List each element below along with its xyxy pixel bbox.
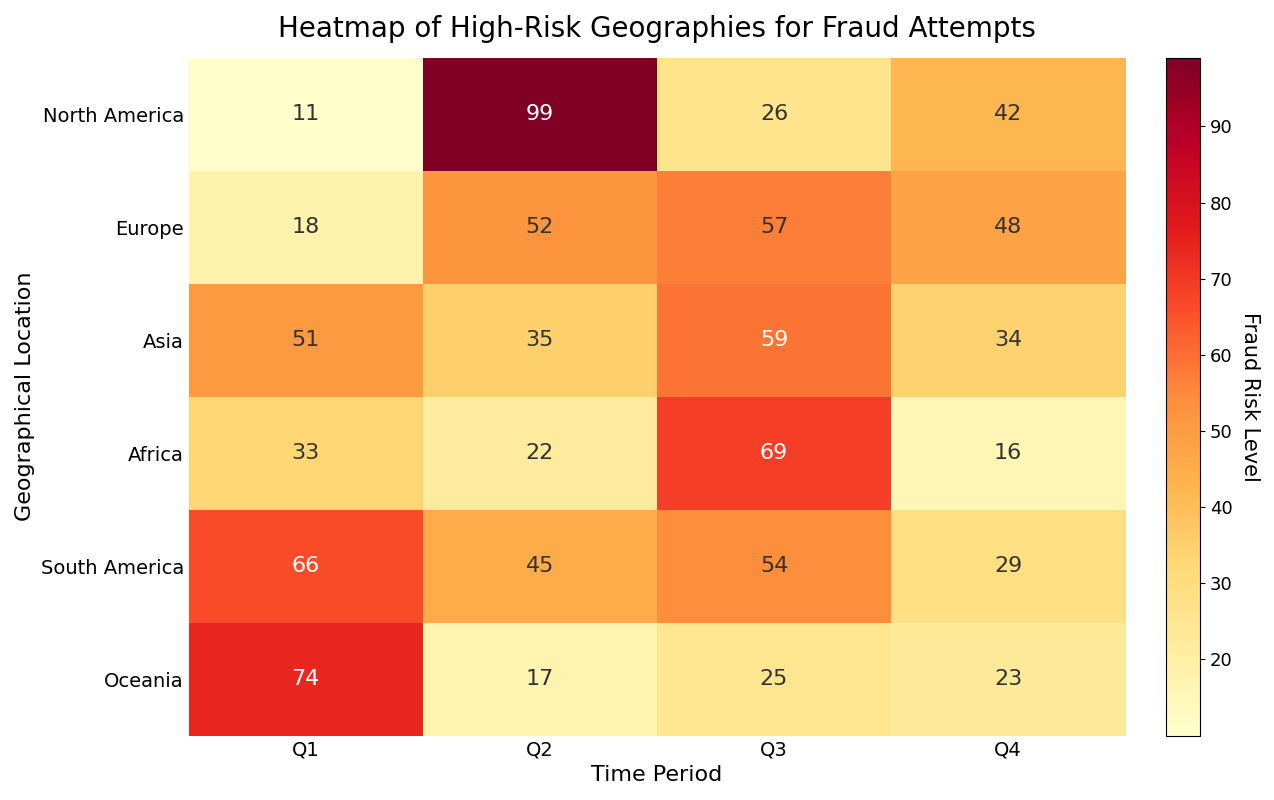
Text: 23: 23 [994, 669, 1022, 689]
Title: Heatmap of High-Risk Geographies for Fraud Attempts: Heatmap of High-Risk Geographies for Fra… [278, 15, 1036, 43]
Text: 25: 25 [759, 669, 789, 689]
Text: 57: 57 [759, 218, 789, 238]
Text: 16: 16 [994, 443, 1022, 463]
Text: 74: 74 [292, 669, 320, 689]
Text: 35: 35 [526, 330, 554, 350]
Text: 59: 59 [759, 330, 789, 350]
Text: 48: 48 [994, 218, 1022, 238]
Text: 17: 17 [526, 669, 554, 689]
X-axis label: Time Period: Time Period [591, 765, 722, 785]
Text: 29: 29 [994, 556, 1022, 576]
Text: 22: 22 [526, 443, 554, 463]
Text: 18: 18 [292, 218, 320, 238]
Text: 66: 66 [292, 556, 320, 576]
Y-axis label: Geographical Location: Geographical Location [15, 272, 34, 522]
Text: 99: 99 [526, 104, 554, 124]
Text: 51: 51 [292, 330, 320, 350]
Y-axis label: Fraud Risk Level: Fraud Risk Level [1241, 312, 1260, 482]
Text: 33: 33 [292, 443, 320, 463]
Text: 54: 54 [759, 556, 789, 576]
Text: 52: 52 [526, 218, 554, 238]
Text: 69: 69 [759, 443, 789, 463]
Text: 26: 26 [759, 104, 789, 124]
Text: 34: 34 [994, 330, 1022, 350]
Text: 45: 45 [526, 556, 554, 576]
Text: 11: 11 [292, 104, 320, 124]
Text: 42: 42 [994, 104, 1022, 124]
